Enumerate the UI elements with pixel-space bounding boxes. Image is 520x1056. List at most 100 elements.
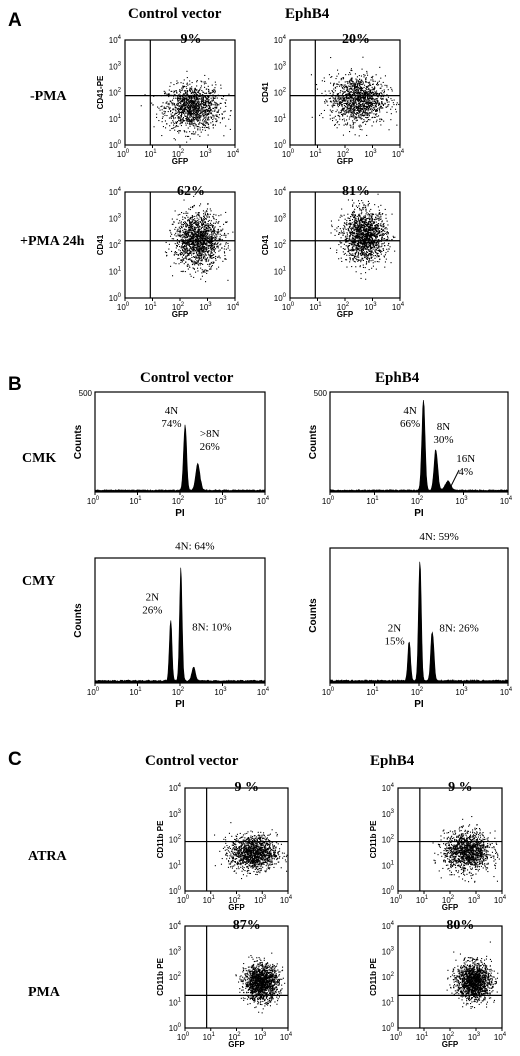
- event-dot: [216, 245, 218, 247]
- event-dot: [351, 199, 353, 201]
- x-axis-label: GFP: [172, 310, 189, 319]
- event-dot: [376, 254, 378, 256]
- event-dot: [354, 89, 356, 91]
- event-dot: [351, 250, 353, 252]
- event-dot: [199, 113, 201, 115]
- event-dot: [209, 254, 211, 256]
- event-dot: [357, 227, 359, 229]
- event-dot: [175, 112, 177, 114]
- event-dot: [371, 91, 373, 93]
- event-dot: [198, 231, 200, 233]
- event-dot: [183, 105, 185, 107]
- event-dot: [357, 231, 359, 233]
- event-dot: [177, 254, 179, 256]
- event-dot: [192, 119, 194, 121]
- event-dot: [345, 109, 347, 111]
- event-dot: [190, 100, 192, 102]
- event-dot: [362, 92, 364, 94]
- event-dot: [383, 223, 385, 225]
- event-dot: [184, 235, 186, 237]
- event-dot: [200, 238, 202, 240]
- event-dot: [366, 89, 368, 91]
- event-dot: [382, 225, 384, 227]
- event-dot: [356, 256, 358, 258]
- event-dot: [176, 112, 178, 114]
- event-dot: [334, 100, 336, 102]
- event-dot: [358, 242, 360, 244]
- event-dot: [164, 114, 166, 116]
- event-dot: [190, 121, 192, 123]
- event-dot: [194, 245, 196, 247]
- event-dot: [184, 108, 186, 110]
- event-dot: [207, 110, 209, 112]
- event-dot: [174, 139, 176, 141]
- event-dot: [205, 229, 207, 231]
- event-dot: [361, 118, 363, 120]
- event-dot: [361, 113, 363, 115]
- event-dot: [190, 97, 192, 99]
- event-dot: [207, 260, 209, 262]
- event-dot: [217, 233, 219, 235]
- event-dot: [339, 228, 341, 230]
- event-dot: [364, 93, 366, 95]
- event-dot: [363, 74, 365, 76]
- event-dot: [351, 80, 353, 82]
- event-dot: [348, 242, 350, 244]
- event-dot: [359, 98, 361, 100]
- event-dot: [336, 109, 338, 111]
- event-dot: [343, 109, 345, 111]
- event-dot: [187, 135, 189, 137]
- event-dot: [223, 248, 225, 250]
- event-dot: [203, 213, 205, 215]
- event-dot: [195, 91, 197, 93]
- event-dot: [194, 232, 196, 234]
- event-dot: [201, 108, 203, 110]
- event-dot: [184, 103, 186, 105]
- event-dot: [171, 128, 173, 130]
- event-dot: [357, 230, 359, 232]
- event-dot: [191, 104, 193, 106]
- x-tick-label: 100: [117, 149, 130, 159]
- event-dot: [379, 212, 381, 214]
- event-dot: [197, 267, 199, 269]
- event-dot: [368, 82, 370, 84]
- event-dot: [182, 107, 184, 109]
- event-dot: [360, 213, 362, 215]
- event-dot: [198, 257, 200, 259]
- event-dot: [195, 115, 197, 117]
- event-dot: [187, 253, 189, 255]
- event-dot: [212, 114, 214, 116]
- event-dot: [156, 113, 158, 115]
- event-dot: [343, 88, 345, 90]
- event-dot: [358, 225, 360, 227]
- event-dot: [177, 235, 179, 237]
- event-dot: [203, 106, 205, 108]
- event-dot: [343, 98, 345, 100]
- event-dot: [347, 237, 349, 239]
- event-dot: [209, 107, 211, 109]
- event-dot: [355, 245, 357, 247]
- event-dot: [363, 248, 365, 250]
- event-dot: [360, 109, 362, 111]
- event-dot: [342, 107, 344, 109]
- event-dot: [209, 101, 211, 103]
- event-dot: [211, 252, 213, 254]
- event-dot: [205, 97, 207, 99]
- event-dot: [181, 259, 183, 261]
- event-dot: [360, 83, 362, 85]
- event-dot: [365, 81, 367, 83]
- event-dot: [363, 86, 365, 88]
- event-dot: [350, 101, 352, 103]
- event-dot: [352, 93, 354, 95]
- event-dot: [340, 98, 342, 100]
- event-dot: [372, 75, 374, 77]
- event-dot: [356, 76, 358, 78]
- event-dot: [219, 102, 221, 104]
- tick-exponent: 3: [208, 149, 212, 155]
- event-dot: [367, 113, 369, 115]
- event-dot: [181, 98, 183, 100]
- event-dot: [380, 97, 382, 99]
- event-dot: [203, 215, 205, 217]
- event-dot: [354, 117, 356, 119]
